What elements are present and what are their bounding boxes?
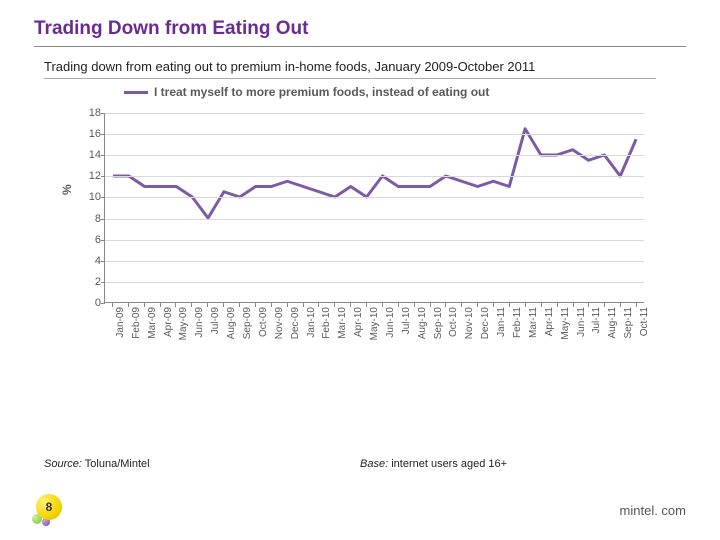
x-tick-label: Jul-11 xyxy=(591,307,602,334)
y-tick-label: 10 xyxy=(77,191,101,203)
x-tick-label: Aug-09 xyxy=(226,307,237,339)
x-tick-label: Jan-11 xyxy=(496,307,507,337)
x-tick-label: Oct-11 xyxy=(639,307,650,336)
y-tick-label: 6 xyxy=(77,234,101,246)
y-tick-label: 12 xyxy=(77,170,101,182)
plot-area: 024681012141618 xyxy=(104,113,644,303)
y-tick-label: 2 xyxy=(77,276,101,288)
y-tick-label: 8 xyxy=(77,213,101,225)
x-tick-label: Jun-10 xyxy=(385,307,396,338)
x-tick-label: Jan-10 xyxy=(306,307,317,338)
source-value: Toluna/Mintel xyxy=(85,458,150,470)
source-block: Source: Toluna/Mintel xyxy=(44,458,360,470)
x-tick-label: Sep-10 xyxy=(433,307,444,339)
x-tick-label: May-11 xyxy=(560,307,571,340)
line-series xyxy=(105,113,644,302)
x-tick-label: Apr-09 xyxy=(163,307,174,337)
legend-swatch xyxy=(124,91,148,94)
y-tick-label: 14 xyxy=(77,149,101,161)
title-divider xyxy=(34,46,686,47)
x-tick-label: Sep-11 xyxy=(623,307,634,339)
x-tick-label: Oct-10 xyxy=(448,307,459,337)
base-block: Base: internet users aged 16+ xyxy=(360,458,676,470)
y-tick-label: 0 xyxy=(77,297,101,309)
x-tick-label: Mar-09 xyxy=(147,307,158,339)
x-tick-label: Jul-09 xyxy=(210,307,221,334)
slide-title: Trading Down from Eating Out xyxy=(0,0,720,46)
x-tick-label: Jun-11 xyxy=(576,307,587,337)
subtitle-divider xyxy=(44,78,656,79)
base-value: internet users aged 16+ xyxy=(391,458,507,470)
chart-subtitle: Trading down from eating out to premium … xyxy=(0,59,720,78)
x-tick-label: May-10 xyxy=(369,307,380,340)
footer-row: Source: Toluna/Mintel Base: internet use… xyxy=(44,458,676,470)
slide-number-badge: 8 xyxy=(32,494,64,526)
y-tick-label: 16 xyxy=(77,128,101,140)
x-tick-label: Aug-11 xyxy=(607,307,618,339)
x-tick-label: Feb-11 xyxy=(512,307,523,338)
y-tick-label: 4 xyxy=(77,255,101,267)
x-tick-label: Apr-11 xyxy=(544,307,555,336)
x-tick-label: Jan-09 xyxy=(115,307,126,338)
x-tick-label: May-09 xyxy=(178,307,189,340)
source-label: Source: xyxy=(44,458,82,470)
x-tick-label: Mar-10 xyxy=(337,307,348,339)
x-tick-label: Nov-10 xyxy=(464,307,475,339)
x-tick-label: Nov-09 xyxy=(274,307,285,339)
slide-number: 8 xyxy=(36,494,62,520)
x-tick-label: Jul-10 xyxy=(401,307,412,334)
x-tick-label: Feb-09 xyxy=(131,307,142,339)
x-tick-label: Dec-09 xyxy=(290,307,301,339)
y-tick-label: 18 xyxy=(77,107,101,119)
x-tick-label: Jun-09 xyxy=(194,307,205,338)
brand-footer: mintel. com xyxy=(620,503,686,518)
x-tick-label: Feb-10 xyxy=(321,307,332,339)
chart-legend: I treat myself to more premium foods, in… xyxy=(124,85,489,99)
chart-area: I treat myself to more premium foods, in… xyxy=(44,85,656,385)
y-axis-label: % xyxy=(60,184,74,195)
x-tick-label: Apr-10 xyxy=(353,307,364,337)
x-tick-label: Oct-09 xyxy=(258,307,269,337)
x-tick-label: Mar-11 xyxy=(528,307,539,338)
base-label: Base: xyxy=(360,458,388,470)
legend-label: I treat myself to more premium foods, in… xyxy=(154,85,489,99)
x-tick-label: Aug-10 xyxy=(417,307,428,339)
x-tick-label: Dec-10 xyxy=(480,307,491,339)
x-tick-label: Sep-09 xyxy=(242,307,253,339)
